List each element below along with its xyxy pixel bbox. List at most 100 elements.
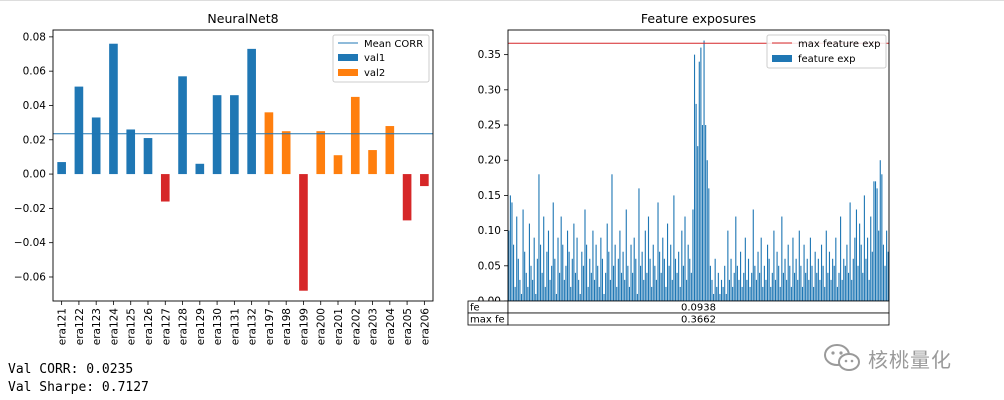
feature-exp-bar: [752, 209, 754, 301]
feature-exposure-chart: Feature exposures 0.000.050.100.150.200.…: [467, 11, 890, 326]
feature-exp-bar: [555, 293, 557, 301]
feature-exp-bar: [871, 251, 873, 301]
feature-exp-bar: [751, 272, 753, 301]
feature-exp-bar: [805, 272, 807, 301]
feature-exp-bar: [722, 286, 724, 301]
feature-exp-bar: [603, 293, 605, 301]
feature-exp-bar: [646, 272, 648, 301]
feature-exp-bar: [700, 47, 702, 302]
feature-exp-bar: [709, 265, 711, 301]
x-tick-label: era200: [316, 308, 328, 345]
feature-exp-bar: [792, 237, 794, 301]
feature-exp-bar: [666, 223, 669, 301]
watermark-text: 核桃量化: [868, 347, 952, 372]
feature-exp-bar: [778, 265, 780, 301]
feature-exp-bar: [573, 223, 575, 301]
bar-era204: [385, 126, 395, 175]
feature-exp-bar: [674, 258, 677, 301]
feature-exp-bar: [697, 146, 699, 301]
table-row-value: 0.3662: [681, 315, 716, 326]
feature-exp-bar: [720, 279, 723, 301]
plot-frame: [507, 29, 890, 302]
x-tick-label: era205: [402, 308, 414, 345]
feature-exp-bar: [735, 216, 737, 301]
feature-exp-bar: [538, 174, 540, 301]
feature-exp-bar: [638, 188, 640, 301]
feature-exp-bar: [814, 251, 816, 301]
feature-exp-bar: [765, 279, 767, 301]
feature-exp-bar: [576, 237, 578, 301]
feature-exp-bar: [565, 265, 567, 301]
bar-era198: [281, 131, 291, 175]
feature-exp-bar: [816, 272, 818, 301]
feature-exp-bar: [605, 272, 607, 301]
feature-exposure-bars: [508, 40, 889, 302]
legend-swatch-val2: [338, 69, 358, 76]
feature-exp-bar: [560, 216, 562, 301]
feature-exp-bar: [781, 216, 783, 301]
feature-exp-bar: [644, 230, 646, 301]
bar-era127: [160, 174, 170, 202]
feature-exp-bar: [706, 160, 708, 301]
plot-frame: [52, 29, 434, 302]
feature-exp-bar: [649, 258, 651, 301]
feature-exp-bar: [647, 216, 650, 301]
feature-exp-bar: [662, 237, 664, 301]
feature-exp-bar: [820, 244, 823, 301]
feature-exp-bar: [762, 286, 764, 301]
feature-exp-bar: [659, 251, 661, 301]
feature-exp-bar: [689, 258, 691, 301]
feature-exp-bar: [779, 286, 781, 301]
bar-era201: [333, 155, 343, 175]
bar-era206: [420, 174, 429, 187]
feature-exp-bar: [690, 272, 692, 301]
feature-exp-bar: [654, 265, 656, 301]
y-tick-label: 0.08: [23, 31, 46, 43]
feature-exp-bar: [551, 265, 553, 301]
feature-exp-bar: [874, 181, 877, 301]
y-axis: −0.06 −0.04 −0.02 0.00 0.02 0.04 0.06 0.08: [14, 31, 53, 283]
y-tick-label: −0.04: [14, 237, 46, 249]
feature-exp-bar: [838, 272, 840, 301]
feature-exp-bar: [733, 272, 735, 301]
x-tick-label: era121: [57, 308, 69, 345]
feature-exp-bar: [513, 244, 515, 301]
legend-box: [766, 34, 887, 69]
feature-exp-bar: [673, 195, 675, 301]
feature-exp-bar: [801, 286, 804, 301]
chart-title: NeuralNet8: [207, 11, 278, 26]
feature-exp-bar: [663, 258, 665, 301]
feature-exp-bar: [711, 279, 713, 301]
feature-exp-bar: [819, 279, 821, 301]
feature-exp-bar: [528, 223, 530, 301]
feature-exp-bar: [586, 244, 588, 301]
feature-exp-bar: [808, 279, 810, 301]
x-tick-label: era124: [108, 308, 120, 346]
feature-exp-bar: [870, 216, 872, 301]
feature-exp-bar: [703, 40, 705, 301]
feature-exp-bar: [857, 265, 859, 301]
feature-exp-bar: [611, 174, 613, 301]
feature-exp-bar: [813, 286, 815, 301]
x-tick-label: era204: [385, 308, 397, 346]
feature-exp-bar: [687, 244, 689, 301]
feature-exp-bar: [789, 265, 791, 301]
feature-exp-bar: [776, 251, 778, 301]
feature-exp-bar: [665, 286, 667, 301]
x-tick-label: era122: [74, 308, 86, 345]
feature-exp-bar: [527, 286, 529, 301]
feature-exp-bar: [825, 230, 827, 301]
feature-exp-bar: [530, 265, 532, 301]
y-tick-label: −0.06: [14, 271, 46, 283]
x-tick-label: era126: [143, 308, 155, 346]
feature-exp-bar: [657, 202, 659, 301]
feature-exp-bar: [581, 251, 583, 301]
feature-exp-bar: [536, 258, 538, 301]
table-row-label: max fe: [470, 315, 505, 326]
bar-era125: [126, 129, 136, 175]
bar-era129: [195, 163, 205, 175]
feature-exp-bar: [878, 230, 880, 301]
feature-exp-bar: [686, 279, 688, 301]
feature-exp-bar: [800, 265, 802, 301]
table-row-label: fe: [470, 303, 480, 314]
